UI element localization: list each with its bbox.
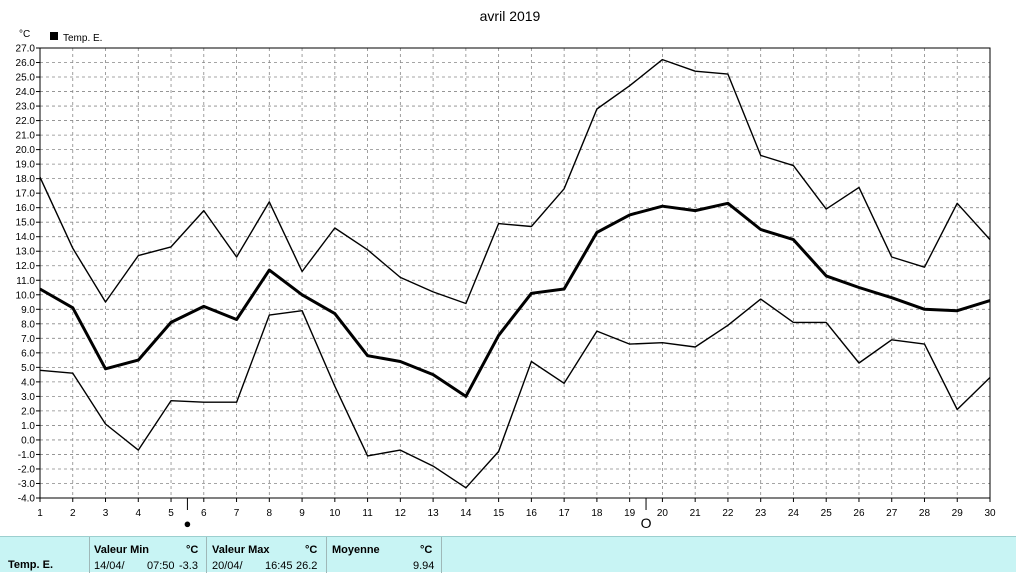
y-tick-label: 25.0 (16, 73, 36, 84)
y-tick-label: 6.0 (21, 348, 35, 359)
max-time: 16:45 (265, 560, 293, 572)
y-tick-label: 7.0 (21, 334, 35, 345)
x-tick-label: 25 (821, 508, 833, 519)
y-tick-label: 11.0 (16, 276, 35, 287)
x-tick-label: 2 (70, 508, 76, 519)
chart-title: avril 2019 (480, 8, 541, 24)
max-value: 26.2 (296, 560, 318, 572)
full-moon-icon: O (641, 515, 652, 531)
x-tick-label: 29 (952, 508, 964, 519)
x-tick-label: 15 (493, 508, 505, 519)
y-tick-label: 12.0 (16, 261, 36, 272)
y-tick-label: 24.0 (16, 87, 36, 98)
series-line-max (39, 58, 991, 305)
y-tick-label: 1.0 (21, 421, 35, 432)
legend-label: Temp. E. (63, 33, 102, 44)
x-tick-label: 19 (624, 508, 636, 519)
y-tick-label: -3.0 (18, 479, 36, 490)
y-axis-unit: °C (19, 29, 30, 40)
y-tick-label: 3.0 (21, 392, 35, 403)
temperature-chart: avril 2019 °C Temp. E. -4.0 -3.0 -2.0 -1.0 0… (16, 8, 996, 531)
y-tick-label: 2.0 (21, 406, 35, 417)
x-tick-label: 9 (299, 508, 305, 519)
max-header: Valeur Max (212, 544, 270, 556)
x-tick-label: 12 (395, 508, 407, 519)
y-tick-label: 16.0 (16, 203, 36, 214)
y-tick-label: 20.0 (16, 145, 36, 156)
x-tick-label: 20 (657, 508, 669, 519)
footer-min-cell: Valeur Min °C 14/04/ 07:50 -3.3 (90, 537, 207, 573)
y-tick-label: 15.0 (16, 218, 36, 229)
x-tick-label: 16 (526, 508, 538, 519)
min-header: Valeur Min (94, 544, 150, 556)
x-tick-label: 24 (788, 508, 800, 519)
y-tick-label: 13.0 (16, 247, 36, 258)
x-tick-label: 17 (559, 508, 571, 519)
y-tick-label: 14.0 (16, 232, 36, 243)
x-tick-label: 23 (755, 508, 767, 519)
mean-value: 9.94 (413, 560, 435, 572)
x-tick-label: 10 (329, 508, 341, 519)
y-tick-label: 26.0 (16, 58, 36, 69)
x-tick-label: 3 (103, 508, 109, 519)
y-tick-label: 8.0 (21, 319, 35, 330)
plot-frame (39, 47, 991, 499)
min-date: 14/04/ (94, 560, 125, 572)
x-tick-label: 11 (362, 508, 373, 519)
y-tick-label: -4.0 (18, 494, 36, 505)
x-tick-label: 18 (591, 508, 603, 519)
y-tick-label: 0.0 (21, 435, 35, 446)
x-tick-label: 1 (37, 508, 43, 519)
statistics-footer: Temp. E. Valeur Min °C 14/04/ 07:50 -3.3… (0, 536, 1016, 573)
legend-swatch (50, 32, 58, 40)
x-tick-label: 5 (168, 508, 174, 519)
footer-max-cell: Valeur Max °C 20/04/ 16:45 26.2 (207, 537, 327, 573)
y-tick-label: -1.0 (18, 450, 36, 461)
x-tick-label: 30 (984, 508, 996, 519)
footer-series-cell: Temp. E. (0, 537, 90, 573)
min-time: 07:50 (147, 560, 175, 572)
series-line-min (39, 298, 991, 489)
min-unit: °C (186, 544, 199, 556)
y-tick-label: -2.0 (18, 464, 36, 475)
x-tick-label: 4 (135, 508, 141, 519)
mean-unit: °C (420, 544, 433, 556)
y-tick-label: 10.0 (16, 290, 36, 301)
x-tick-label: 21 (690, 508, 702, 519)
y-tick-label: 19.0 (16, 160, 36, 171)
x-tick-label: 7 (234, 508, 240, 519)
y-tick-label: 9.0 (21, 305, 35, 316)
x-tick-label: 26 (853, 508, 865, 519)
x-tick-label: 6 (201, 508, 207, 519)
x-tick-label: 14 (460, 508, 472, 519)
footer-mean-cell: Moyenne °C 9.94 (327, 537, 442, 573)
x-tick-label: 8 (267, 508, 273, 519)
y-tick-label: 27.0 (16, 44, 36, 55)
mean-header: Moyenne (332, 544, 380, 556)
x-tick-label: 28 (919, 508, 931, 519)
max-date: 20/04/ (212, 560, 243, 572)
y-tick-label: 5.0 (21, 363, 35, 374)
y-tick-label: 23.0 (16, 102, 36, 113)
y-tick-label: 17.0 (16, 189, 36, 200)
x-tick-label: 22 (722, 508, 734, 519)
y-tick-label: 18.0 (16, 174, 36, 185)
footer-series-name: Temp. E. (8, 559, 54, 571)
max-unit: °C (305, 544, 318, 556)
y-tick-label: 4.0 (21, 377, 35, 388)
x-tick-label: 13 (428, 508, 440, 519)
min-value: -3.3 (179, 560, 198, 572)
x-tick-label: 27 (886, 508, 898, 519)
y-tick-label: 21.0 (16, 131, 36, 142)
series-line-mean (39, 201, 991, 398)
new-moon-icon: ● (183, 516, 191, 531)
y-tick-label: 22.0 (16, 116, 36, 127)
